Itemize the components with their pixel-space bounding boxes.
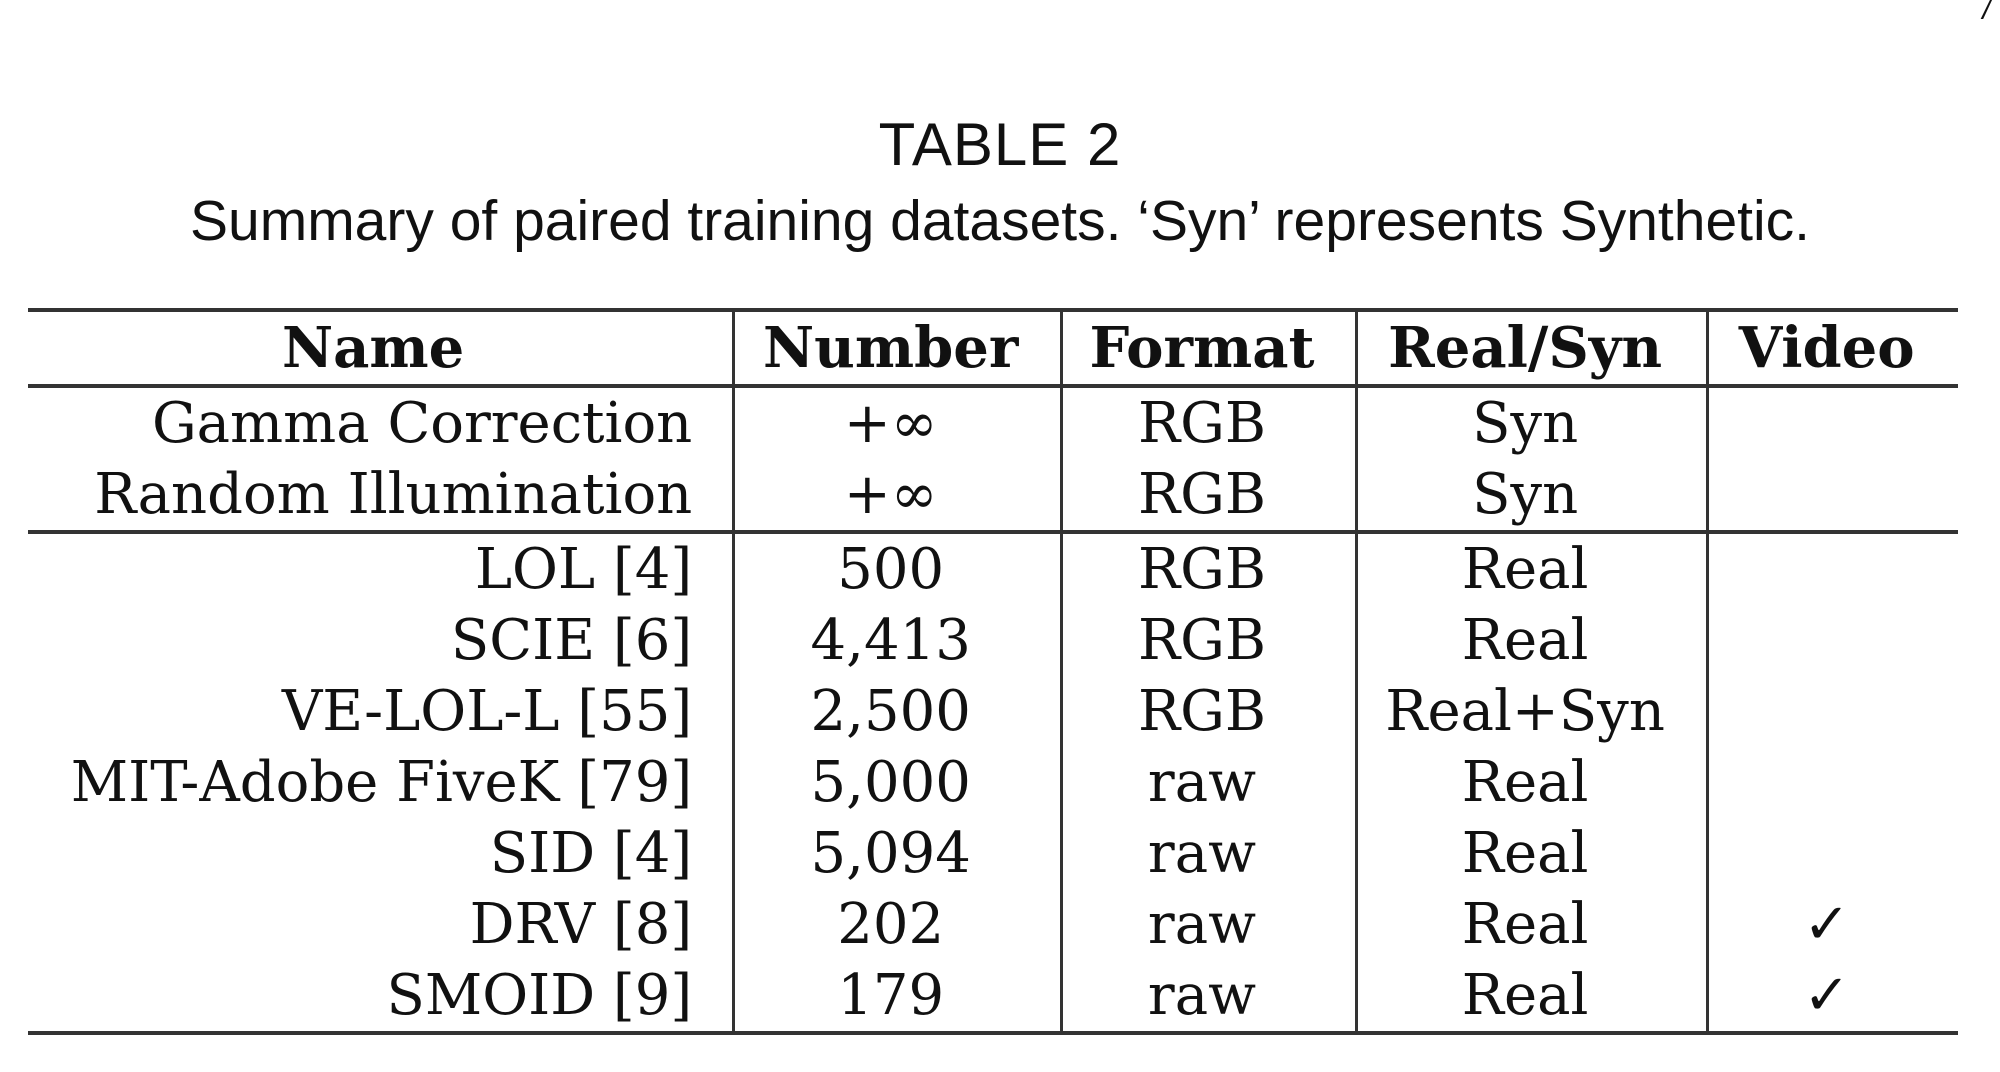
cell-real-syn: Real — [1354, 818, 1708, 889]
cell-format: RGB — [1060, 676, 1357, 747]
cell-number: +∞ — [732, 459, 1062, 534]
cell-format: raw — [1060, 818, 1357, 889]
cell-number: 202 — [732, 889, 1062, 960]
checkmark-icon: ✓ — [1706, 960, 1958, 1035]
header-real-syn: Real/Syn — [1354, 310, 1708, 386]
table-description: Summary of paired training datasets. ‘Sy… — [190, 189, 1810, 253]
cell-video — [1706, 676, 1958, 747]
header-row: Name Number Format Real/Syn Video — [28, 310, 1958, 386]
cell-real-syn: Syn — [1354, 459, 1708, 534]
cell-real-syn: Real+Syn — [1354, 676, 1708, 747]
table-title: TABLE 2 — [878, 111, 1122, 178]
cell-name: MIT-Adobe FiveK [79] — [70, 750, 693, 815]
cell-name: VE-LOL-L [55] — [281, 679, 693, 744]
table-row: VE-LOL-L [55] 2,500 RGB Real+Syn — [28, 676, 1958, 747]
cell-format: RGB — [1060, 459, 1357, 534]
header-format: Format — [1060, 310, 1357, 386]
cell-video — [1706, 459, 1958, 534]
cell-name: DRV [8] — [469, 892, 693, 957]
cell-video — [1706, 747, 1958, 818]
table-row: MIT-Adobe FiveK [79] 5,000 raw Real — [28, 747, 1958, 818]
cell-number: 5,000 — [732, 747, 1062, 818]
cell-real-syn: Real — [1354, 747, 1708, 818]
cell-real-syn: Syn — [1354, 386, 1708, 459]
cell-number: 4,413 — [732, 605, 1062, 676]
header-number: Number — [732, 310, 1062, 386]
cell-video — [1706, 818, 1958, 889]
table-row: LOL [4] 500 RGB Real — [28, 532, 1958, 605]
table-row: SID [4] 5,094 raw Real — [28, 818, 1958, 889]
page-number: 7 — [1976, 0, 1996, 28]
cell-name: SMOID [9] — [28, 960, 734, 1035]
table-caption: TABLE 2 Summary of paired training datas… — [0, 108, 2000, 258]
cell-real-syn: Real — [1354, 960, 1708, 1035]
table-row: Random Illumination +∞ RGB Syn — [28, 459, 1958, 534]
cell-name: Random Illumination — [28, 459, 734, 534]
table-row: Gamma Correction +∞ RGB Syn — [28, 386, 1958, 459]
cell-video — [1706, 605, 1958, 676]
cell-number: 179 — [732, 960, 1062, 1035]
cell-number: 5,094 — [732, 818, 1062, 889]
cell-name: SCIE [6] — [450, 608, 693, 673]
cell-name: SID [4] — [489, 821, 693, 886]
cell-video — [1706, 532, 1958, 605]
cell-format: RGB — [1060, 386, 1357, 459]
cell-format: raw — [1060, 747, 1357, 818]
cell-format: raw — [1060, 889, 1357, 960]
cell-format: RGB — [1060, 605, 1357, 676]
table-row: SMOID [9] 179 raw Real ✓ — [28, 960, 1958, 1035]
cell-real-syn: Real — [1354, 532, 1708, 605]
datasets-table: Name Number Format Real/Syn Video Gamma … — [28, 308, 1958, 1035]
cell-name: Gamma Correction — [151, 391, 693, 456]
cell-number: 500 — [732, 532, 1062, 605]
cell-video — [1706, 386, 1958, 459]
cell-real-syn: Real — [1354, 605, 1708, 676]
table-row: SCIE [6] 4,413 RGB Real — [28, 605, 1958, 676]
cell-format: raw — [1060, 960, 1357, 1035]
cell-number: 2,500 — [732, 676, 1062, 747]
header-name: Name — [281, 314, 465, 381]
cell-name: LOL [4] — [474, 537, 693, 602]
checkmark-icon: ✓ — [1706, 889, 1958, 960]
cell-real-syn: Real — [1354, 889, 1708, 960]
table-row: DRV [8] 202 raw Real ✓ — [28, 889, 1958, 960]
cell-format: RGB — [1060, 532, 1357, 605]
cell-number: +∞ — [732, 386, 1062, 459]
header-video: Video — [1706, 310, 1958, 386]
